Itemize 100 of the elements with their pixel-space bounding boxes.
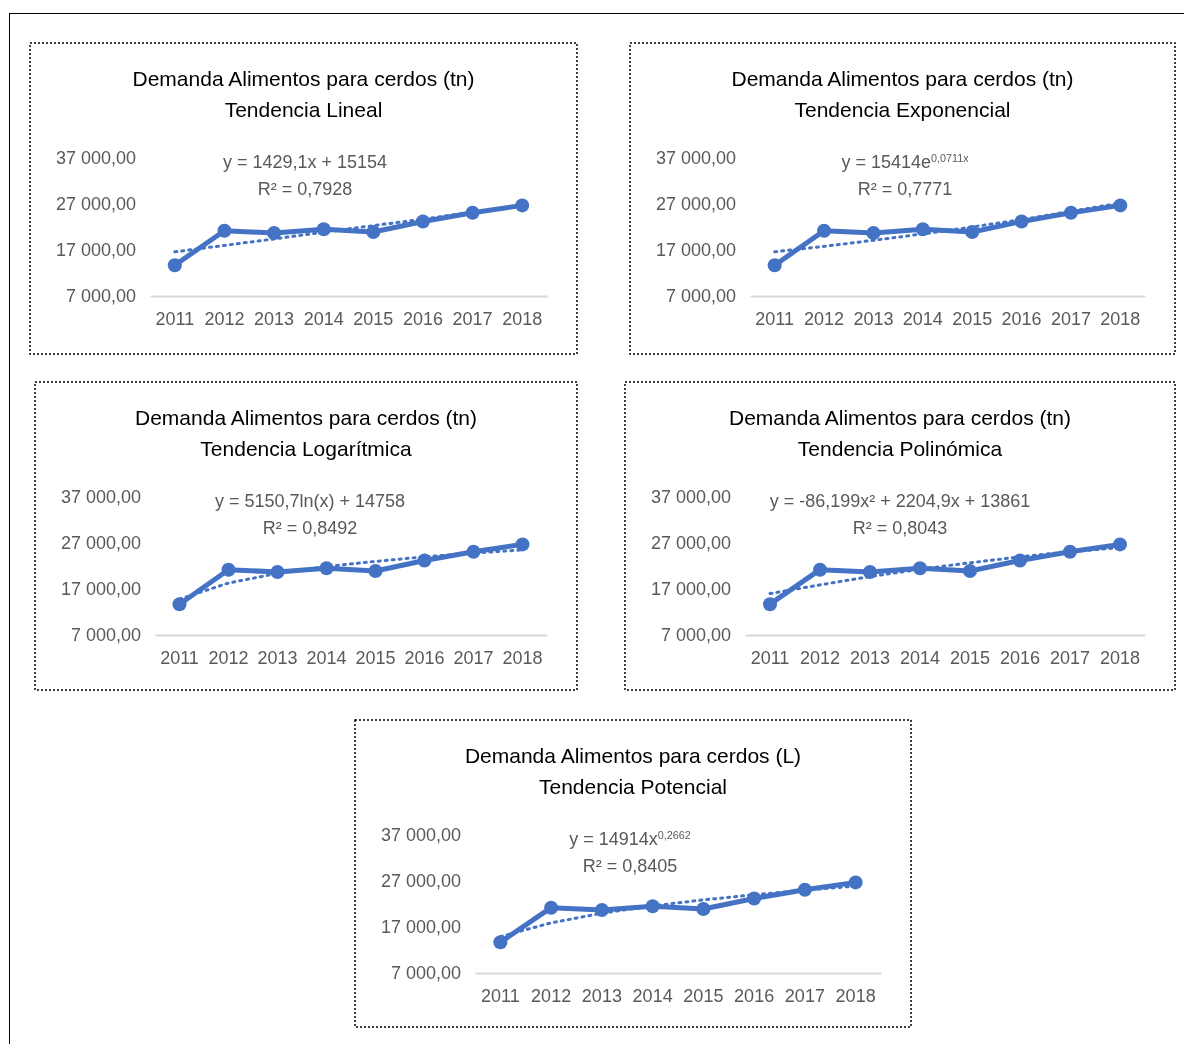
point	[696, 902, 711, 917]
x-tick-label: 2017	[1049, 647, 1091, 668]
x-tick-label: 2016	[1001, 308, 1042, 329]
point	[515, 198, 530, 213]
point	[267, 225, 282, 240]
point	[465, 205, 480, 220]
x-tick-label: 2011	[160, 647, 199, 668]
point	[366, 225, 381, 240]
x-tick-label: 2015	[353, 308, 394, 329]
point	[1113, 198, 1128, 213]
point	[217, 223, 232, 238]
chart-subtitle: Tendencia Lineal	[224, 98, 383, 121]
point	[866, 225, 881, 240]
annotation: R² = 0,7928	[257, 179, 353, 199]
point	[515, 537, 530, 552]
y-tick-label: 7 000,00	[65, 286, 136, 307]
point	[1014, 214, 1029, 229]
point	[167, 258, 182, 273]
x-tick-label: 2018	[1100, 308, 1141, 329]
x-tick-label: 2014	[899, 647, 941, 668]
point	[415, 214, 430, 229]
x-tick-label: 2012	[208, 647, 249, 668]
x-tick-label: 2013	[257, 647, 298, 668]
chart-subtitle: Tendencia Polinómica	[797, 437, 1003, 460]
point	[493, 935, 508, 950]
x-tick-label: 2016	[734, 985, 775, 1006]
y-tick-label: 7 000,00	[70, 625, 141, 646]
annotation: y = -86,199x² + 2204,9x + 13861	[769, 491, 1031, 511]
x-tick-label: 2014	[632, 985, 673, 1006]
x-tick-label: 2013	[849, 647, 891, 668]
x-tick-label: 2011	[155, 308, 195, 329]
y-tick-label: 27 000,00	[655, 194, 736, 215]
chart-subtitle: Tendencia Exponencial	[794, 98, 1011, 121]
point	[319, 561, 334, 576]
x-tick-label: 2013	[581, 985, 622, 1006]
x-tick-label: 2012	[204, 308, 245, 329]
point	[913, 561, 927, 576]
x-tick-label: 2018	[835, 985, 876, 1006]
x-tick-label: 2015	[355, 647, 396, 668]
annotation: y = 14914x$^{0,2662}$	[569, 829, 691, 849]
x-tick-label: 2015	[683, 985, 724, 1006]
point	[817, 223, 832, 238]
annotation: R² = 0,8043	[852, 518, 948, 538]
x-tick-label: 2012	[804, 308, 845, 329]
y-tick-label: 7 000,00	[390, 963, 461, 984]
y-tick-label: 27 000,00	[380, 871, 461, 892]
y-tick-label: 17 000,00	[55, 240, 136, 261]
annotation: R² = 0,7771	[857, 179, 953, 199]
point	[813, 562, 827, 577]
point	[316, 222, 331, 237]
y-tick-label: 17 000,00	[655, 240, 736, 261]
y-tick-label: 37 000,00	[650, 487, 731, 508]
x-tick-label: 2011	[750, 647, 790, 668]
annotation: y = 15414e$^{0,0711x}$	[841, 152, 970, 172]
x-tick-label: 2014	[902, 308, 943, 329]
point	[1063, 205, 1078, 220]
y-tick-label: 7 000,00	[660, 625, 731, 646]
y-tick-label: 37 000,00	[55, 148, 136, 169]
point	[645, 899, 660, 914]
point	[848, 875, 863, 890]
chart-title: Demanda Alimentos para cerdos (tn)	[135, 406, 477, 429]
chart-title: Demanda Alimentos para cerdos (L)	[464, 744, 802, 767]
x-tick-label: 2012	[799, 647, 841, 668]
x-tick-label: 2018	[502, 308, 543, 329]
point	[1063, 544, 1077, 559]
point	[763, 597, 777, 612]
x-tick-label: 2011	[755, 308, 795, 329]
point	[270, 564, 285, 579]
y-tick-label: 17 000,00	[60, 579, 141, 600]
point	[963, 564, 977, 579]
x-tick-label: 2016	[999, 647, 1041, 668]
chart-title: Demanda Alimentos para cerdos (tn)	[132, 67, 475, 90]
x-tick-label: 2015	[952, 308, 993, 329]
point	[466, 544, 481, 559]
y-tick-label: 37 000,00	[60, 487, 141, 508]
x-tick-label: 2018	[1099, 647, 1141, 668]
x-tick-label: 2012	[531, 985, 572, 1006]
point	[172, 597, 187, 612]
annotation: R² = 0,8492	[262, 518, 358, 538]
point	[221, 562, 236, 577]
x-tick-label: 2011	[481, 985, 520, 1006]
point	[747, 891, 762, 906]
y-tick-label: 27 000,00	[650, 533, 731, 554]
x-tick-label: 2015	[949, 647, 991, 668]
point	[797, 882, 812, 897]
point	[915, 222, 930, 237]
chart-title: Demanda Alimentos para cerdos (tn)	[729, 406, 1071, 429]
point	[368, 564, 383, 579]
y-tick-label: 7 000,00	[665, 286, 736, 307]
x-tick-label: 2018	[502, 647, 543, 668]
x-tick-label: 2017	[453, 647, 494, 668]
x-tick-label: 2014	[306, 647, 347, 668]
point	[1013, 553, 1027, 568]
point	[965, 225, 980, 240]
point	[594, 902, 609, 917]
annotation: R² = 0,8405	[582, 856, 678, 876]
x-tick-label: 2016	[404, 647, 445, 668]
y-tick-label: 27 000,00	[60, 533, 141, 554]
x-tick-label: 2017	[784, 985, 825, 1006]
point	[767, 258, 782, 273]
